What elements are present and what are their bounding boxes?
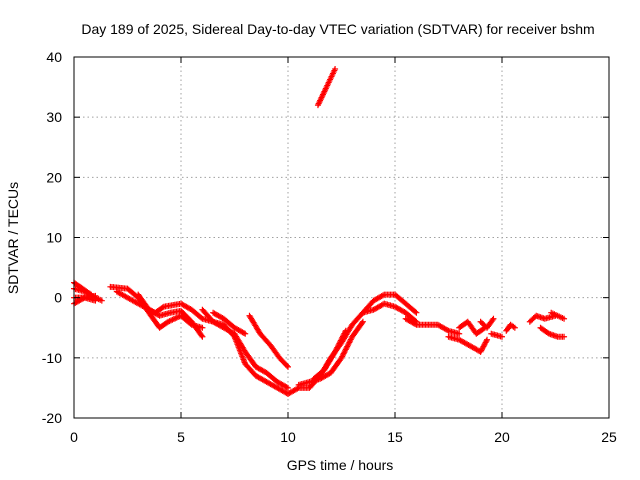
- data-point: [283, 384, 290, 391]
- data-point: [92, 297, 99, 304]
- data-point: [199, 324, 206, 331]
- x-tick-label: 10: [280, 429, 296, 445]
- data-point: [98, 297, 105, 304]
- data-point: [444, 327, 451, 334]
- data-point: [413, 309, 420, 316]
- data-point: [86, 290, 93, 297]
- data-point: [489, 317, 496, 324]
- y-tick-label: -20: [42, 410, 62, 426]
- data-point: [199, 333, 206, 340]
- x-tick-label: 5: [177, 429, 185, 445]
- data-point: [456, 330, 463, 337]
- y-tick-label: 40: [46, 49, 62, 65]
- y-tick-label: 10: [46, 230, 62, 246]
- data-point: [198, 332, 205, 339]
- x-tick-label: 20: [494, 429, 510, 445]
- x-tick-label: 25: [601, 429, 617, 445]
- x-tick-label: 15: [387, 429, 403, 445]
- grid-lines: [74, 57, 609, 418]
- axis-ticks: 0 5 10 15 20 25 -20 -10 0 10 20 30 40: [42, 49, 617, 445]
- data-point: [359, 319, 366, 326]
- data-point: [285, 384, 291, 391]
- data-point: [412, 320, 419, 327]
- data-point: [242, 330, 249, 337]
- y-tick-label: 0: [54, 290, 62, 306]
- data-points: [71, 66, 568, 397]
- data-point: [511, 324, 518, 331]
- data-point: [332, 66, 339, 73]
- data-point: [490, 315, 497, 322]
- chart-title: Day 189 of 2025, Sidereal Day-to-day VTE…: [81, 21, 594, 37]
- data-point: [159, 304, 166, 311]
- y-tick-label: -10: [42, 350, 62, 366]
- data-point: [240, 330, 247, 337]
- data-point: [561, 333, 568, 340]
- data-point: [359, 318, 366, 325]
- data-point: [561, 315, 568, 322]
- data-point: [544, 329, 551, 336]
- data-point: [285, 363, 291, 370]
- data-point: [483, 338, 490, 345]
- data-point: [412, 308, 419, 315]
- data-point: [499, 333, 505, 340]
- x-axis-label: GPS time / hours: [287, 457, 394, 473]
- data-point: [484, 336, 491, 343]
- data-point: [283, 362, 290, 369]
- y-tick-label: 30: [46, 109, 62, 125]
- data-point: [379, 292, 386, 299]
- y-tick-label: 20: [46, 169, 62, 185]
- data-point: [342, 327, 349, 334]
- y-axis-label: SDTVAR / TECUs: [5, 182, 21, 294]
- x-tick-label: 0: [70, 429, 78, 445]
- data-point: [294, 385, 301, 392]
